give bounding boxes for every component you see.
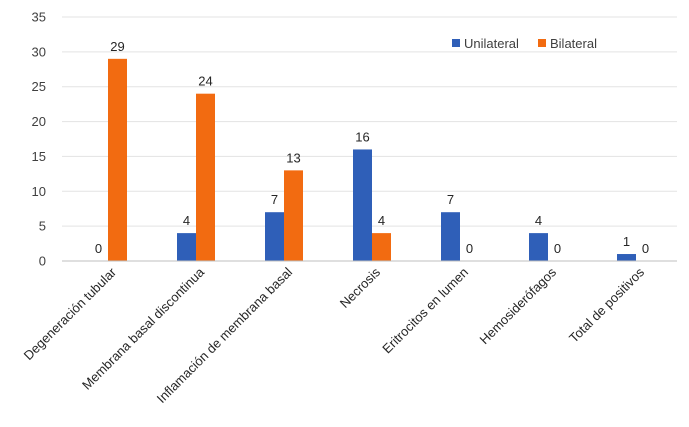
category-label: Total de positivos	[566, 264, 647, 345]
data-label: 0	[466, 241, 473, 256]
category-label: Eritrocitos en lumen	[379, 265, 471, 357]
legend: Unilateral Bilateral	[452, 36, 597, 51]
bar-bilateral	[284, 170, 303, 261]
legend-swatch	[452, 39, 460, 47]
legend-swatch	[538, 39, 546, 47]
bar-unilateral	[529, 233, 548, 261]
bar-bilateral	[108, 58, 127, 262]
data-label: 4	[183, 213, 190, 228]
y-tick-label: 10	[32, 184, 46, 199]
bar-unilateral	[265, 212, 284, 261]
data-label: 24	[198, 74, 212, 89]
y-tick-label: 0	[39, 254, 46, 269]
category-label: Degeneración tubular	[21, 264, 120, 363]
bar-bilateral	[372, 233, 391, 261]
category-label: Hemosiderófagos	[476, 264, 559, 347]
legend-label: Unilateral	[464, 36, 519, 51]
y-tick-label: 15	[32, 149, 46, 164]
data-label: 29	[110, 39, 124, 54]
y-tick-label: 35	[32, 10, 46, 25]
data-label: 4	[378, 213, 385, 228]
bar-unilateral	[617, 254, 636, 261]
y-tick-label: 5	[39, 219, 46, 234]
bar-unilateral	[441, 212, 460, 261]
y-tick-label: 30	[32, 44, 46, 59]
bar-unilateral	[353, 149, 372, 261]
data-label: 1	[623, 234, 630, 249]
y-axis-ticks: 0 5 10 15 20 25 30 35	[32, 10, 46, 269]
y-tick-label: 20	[32, 114, 46, 129]
data-label: 0	[642, 241, 649, 256]
legend-label: Bilateral	[550, 36, 597, 51]
category-label: Necrosis	[337, 264, 384, 311]
data-label: 13	[286, 150, 300, 165]
data-label: 0	[95, 241, 102, 256]
data-label: 16	[355, 129, 369, 144]
data-label: 4	[535, 213, 542, 228]
bar-unilateral	[177, 233, 196, 261]
bar-bilateral	[196, 93, 215, 261]
data-label: 7	[271, 192, 278, 207]
data-label: 7	[447, 192, 454, 207]
bars	[108, 58, 636, 262]
y-tick-label: 25	[32, 79, 46, 94]
data-label: 0	[554, 241, 561, 256]
